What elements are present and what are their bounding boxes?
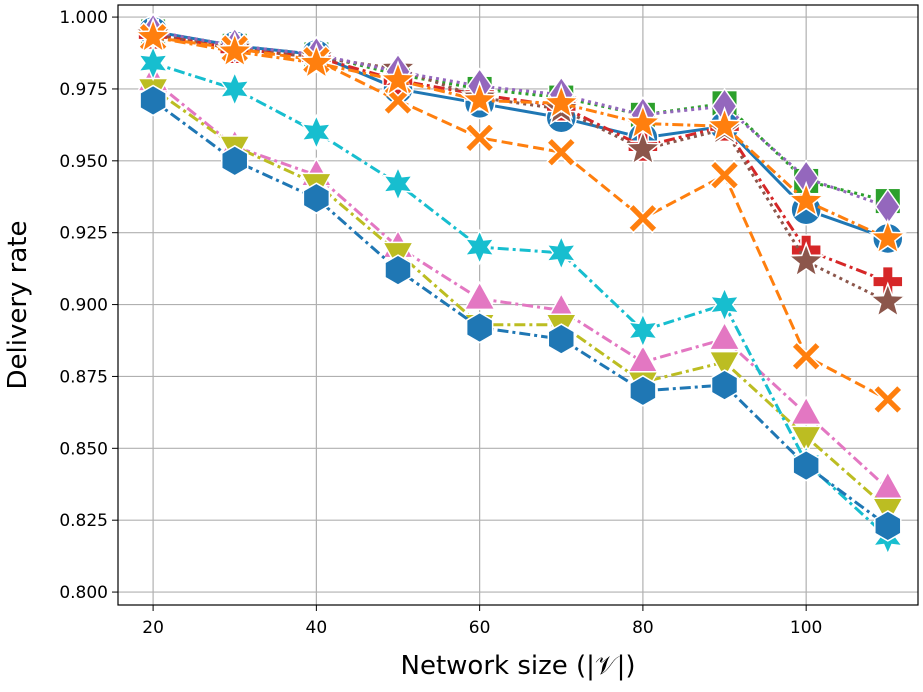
- marker: [709, 159, 740, 191]
- marker: [708, 286, 741, 323]
- marker: [215, 31, 254, 68]
- y-tick-label: 0.850: [59, 439, 108, 459]
- series: [137, 44, 904, 556]
- marker: [710, 369, 739, 401]
- marker: [868, 218, 907, 255]
- plot-frame: [117, 4, 919, 606]
- series-line: [152, 29, 889, 203]
- marker: [545, 136, 577, 168]
- marker: [708, 350, 741, 381]
- y-tick-label: 1.000: [59, 8, 108, 28]
- marker: [137, 44, 170, 82]
- marker: [384, 254, 412, 286]
- marker: [871, 470, 905, 500]
- marker: [874, 510, 902, 542]
- x-tick-label: 100: [790, 618, 822, 638]
- y-axis-label: Delivery rate: [3, 221, 33, 390]
- marker: [542, 83, 581, 120]
- series-line: [152, 32, 889, 304]
- marker: [868, 281, 907, 319]
- marker: [463, 280, 496, 311]
- series: [137, 21, 904, 415]
- marker: [218, 70, 251, 108]
- marker: [302, 182, 331, 215]
- series-line: [152, 87, 889, 510]
- x-tick-label: 60: [469, 618, 491, 638]
- series-line: [152, 29, 889, 209]
- series: [136, 62, 905, 500]
- marker: [789, 395, 823, 426]
- marker: [789, 425, 823, 455]
- marker: [133, 17, 173, 54]
- series-line: [152, 61, 889, 539]
- marker: [220, 144, 249, 177]
- marker: [378, 60, 418, 97]
- marker: [790, 341, 822, 372]
- x-tick-label: 80: [632, 618, 654, 638]
- x-tick-label: 40: [306, 618, 328, 638]
- series: [139, 84, 902, 542]
- series-line: [152, 32, 889, 283]
- marker: [786, 241, 826, 278]
- y-tick-label: 0.925: [59, 224, 108, 244]
- x-axis-label: Network size (|𝒱|): [401, 651, 636, 681]
- marker: [627, 203, 659, 234]
- marker: [460, 80, 499, 117]
- marker: [623, 103, 663, 140]
- y-tick-label: 0.825: [59, 511, 108, 531]
- marker: [708, 321, 741, 351]
- series-line: [152, 29, 889, 240]
- marker: [872, 384, 904, 415]
- marker: [626, 312, 659, 349]
- series: [140, 12, 901, 226]
- marker: [547, 323, 576, 355]
- series: [137, 18, 904, 298]
- marker: [382, 165, 414, 203]
- marker: [300, 113, 333, 151]
- y-tick-label: 0.900: [59, 296, 108, 316]
- y-tick-label: 0.975: [59, 80, 108, 100]
- marker: [139, 84, 167, 117]
- series-line: [152, 79, 889, 490]
- marker: [464, 122, 495, 154]
- x-tick-label: 20: [142, 618, 164, 638]
- marker: [705, 106, 744, 143]
- series-line: [152, 35, 889, 401]
- marker: [297, 42, 336, 80]
- y-tick-label: 0.875: [59, 367, 108, 387]
- series: [133, 14, 907, 319]
- series-line: [152, 99, 889, 528]
- marker: [629, 374, 657, 407]
- marker: [465, 311, 494, 344]
- series: [133, 17, 907, 255]
- y-tick-label: 0.950: [59, 152, 108, 172]
- marker: [545, 234, 578, 272]
- marker: [623, 129, 663, 166]
- marker: [463, 228, 496, 266]
- marker: [792, 449, 820, 482]
- y-tick-label: 0.800: [59, 583, 108, 603]
- marker: [786, 180, 826, 218]
